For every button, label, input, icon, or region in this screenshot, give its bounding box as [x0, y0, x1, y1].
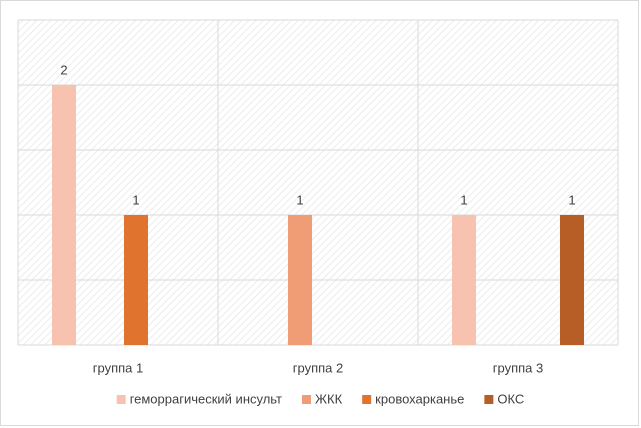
- value-label: 1: [296, 192, 303, 207]
- x-tick-label: группа 3: [493, 360, 543, 375]
- bar: [559, 215, 585, 345]
- value-label: 2: [60, 62, 67, 77]
- legend-swatch: [116, 395, 126, 404]
- value-label: 1: [568, 192, 575, 207]
- legend-label: ОКС: [497, 391, 524, 406]
- legend-swatch: [302, 395, 312, 404]
- legend-label: геморрагический инсульт: [130, 391, 282, 406]
- bar: [451, 215, 477, 345]
- value-label: 1: [132, 192, 139, 207]
- x-tick-label: группа 1: [93, 360, 143, 375]
- legend-label: ЖКК: [315, 391, 343, 406]
- legend-label: кровохарканье: [375, 391, 464, 406]
- bar: [51, 85, 77, 345]
- bar: [123, 215, 149, 345]
- legend-swatch: [484, 395, 494, 404]
- value-label: 1: [460, 192, 467, 207]
- legend-swatch: [362, 395, 372, 404]
- x-tick-label: группа 2: [293, 360, 343, 375]
- bar: [287, 215, 313, 345]
- plot-area: [18, 20, 618, 345]
